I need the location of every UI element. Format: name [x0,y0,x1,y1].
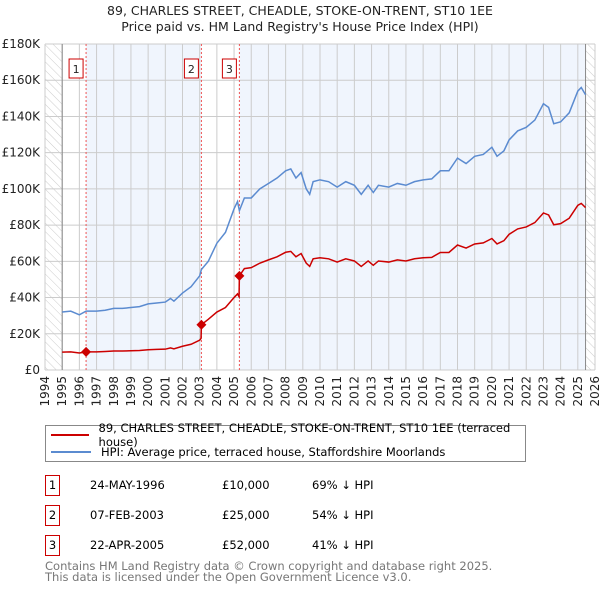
no-data-hatch [585,44,595,370]
shaded-band [239,44,586,370]
legend: 89, CHARLES STREET, CHEADLE, STOKE-ON-TR… [45,421,526,462]
x-tick-label: 2002 [176,376,190,407]
y-tick-label: £40K [9,291,41,305]
x-tick-label: 2001 [158,376,172,407]
x-tick-label: 2026 [588,376,600,407]
transaction-marker: 2 [45,505,60,526]
y-tick-label: £20K [9,327,41,341]
sale-label: 3 [226,63,233,76]
footer-licence: This data is licensed under the Open Gov… [45,570,412,584]
y-tick-label: £80K [9,218,41,232]
x-tick-label: 2011 [330,376,344,407]
x-tick-label: 2014 [382,376,396,407]
y-tick-label: £100K [2,182,42,196]
legend-label: 89, CHARLES STREET, CHEADLE, STOKE-ON-TR… [98,421,511,449]
sale-point [81,346,92,357]
x-tick-label: 2018 [451,376,465,407]
transaction-hpi-diff: 41% ↓ HPI [312,538,374,552]
transaction-price: £10,000 [222,478,270,492]
red-line-swatch [51,434,89,436]
x-tick-label: 2025 [571,376,585,407]
chart-title: 89, CHARLES STREET, CHEADLE, STOKE-ON-TR… [107,3,493,18]
x-tick-label: 2021 [502,376,516,407]
sale-label: 1 [73,63,80,76]
shaded-band [86,44,202,370]
x-tick-label: 2003 [193,376,207,407]
x-tick-label: 2013 [365,376,379,407]
x-tick-label: 2004 [210,376,224,407]
y-tick-label: £0 [25,363,40,377]
y-tick-label: £140K [2,109,42,123]
x-tick-label: 2009 [296,376,310,407]
transaction-hpi-diff: 69% ↓ HPI [312,478,374,492]
transaction-date: 24-MAY-1996 [90,478,165,492]
y-tick-label: £60K [9,254,41,268]
transaction-marker: 3 [45,535,60,556]
y-tick-label: £180K [2,37,42,51]
legend-item-hpi: HPI: Average price, terraced house, Staf… [46,444,445,460]
x-tick-label: 2007 [261,376,275,407]
x-tick-label: 1999 [124,376,138,407]
y-tick-label: £120K [2,146,42,160]
legend-item-price-paid: 89, CHARLES STREET, CHEADLE, STOKE-ON-TR… [46,421,525,449]
legend-label: HPI: Average price, terraced house, Staf… [101,445,446,459]
sale-label: 2 [188,63,195,76]
x-tick-label: 1994 [38,376,52,407]
transaction-row: 1 24-MAY-1996 £10,000 69% ↓ HPI [45,475,545,496]
x-tick-label: 2023 [536,376,550,407]
sale-label-box [68,58,84,79]
x-tick-label: 1998 [107,376,121,407]
chart-subtitle: Price paid vs. HM Land Registry's House … [121,19,479,34]
x-tick-label: 1995 [55,376,69,407]
x-tick-label: 1997 [90,376,104,407]
x-tick-label: 2024 [554,376,568,407]
no-data-hatch [45,44,63,370]
x-tick-label: 2010 [313,376,327,407]
x-tick-label: 1996 [72,376,86,407]
x-tick-label: 2012 [347,376,361,407]
blue-line-swatch [51,451,91,453]
sale-label-box [221,58,237,79]
price-chart: 1994 1995 1996 1997 1998 1999 2000 2001 2002 2003… [2,37,600,407]
transaction-row: 3 22-APR-2005 £52,000 41% ↓ HPI [45,535,545,556]
x-tick-label: 2006 [244,376,258,407]
x-tick-label: 2016 [416,376,430,407]
transaction-date: 07-FEB-2003 [90,508,164,522]
footer-copyright: Contains HM Land Registry data © Crown c… [45,559,493,573]
x-tick-label: 2000 [141,376,155,407]
y-tick-label: £160K [2,73,42,87]
hpi-line [62,86,587,316]
transaction-date: 22-APR-2005 [90,538,165,552]
transaction-row: 2 07-FEB-2003 £25,000 54% ↓ HPI [45,505,545,526]
sale-point [196,319,207,330]
transaction-price: £52,000 [222,538,270,552]
transaction-marker: 1 [45,475,60,496]
price-paid-line [62,202,587,354]
sale-label-box [183,58,199,79]
x-tick-label: 2008 [279,376,293,407]
x-tick-label: 2005 [227,376,241,407]
transaction-price: £25,000 [222,508,270,522]
x-tick-label: 2020 [485,376,499,407]
x-tick-label: 2022 [519,376,533,407]
x-tick-label: 2019 [468,376,482,407]
sale-point [234,270,245,281]
transaction-hpi-diff: 54% ↓ HPI [312,508,374,522]
x-tick-label: 2017 [433,376,447,407]
x-tick-label: 2015 [399,376,413,407]
